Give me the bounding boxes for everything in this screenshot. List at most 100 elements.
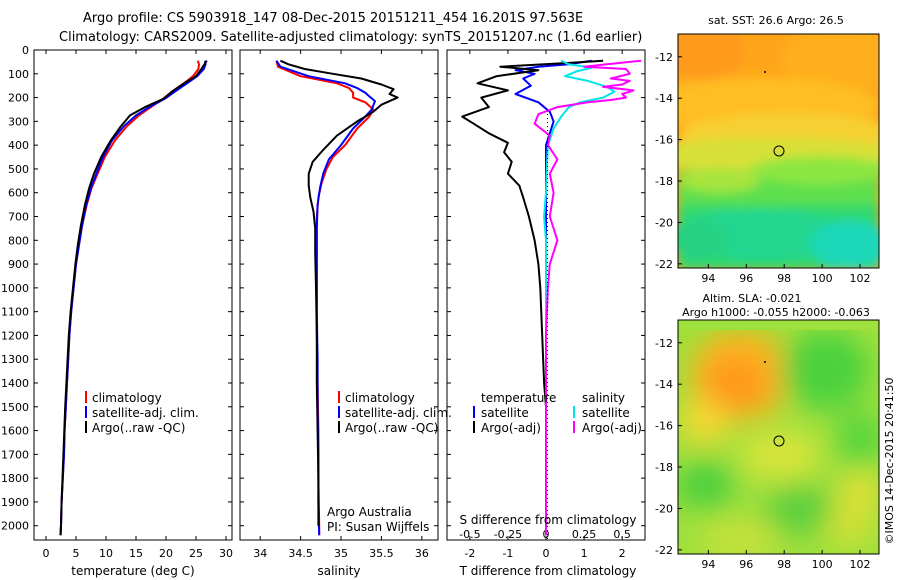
depth-tick-label: 1200 — [1, 329, 29, 342]
depth-tick-label: 1400 — [1, 377, 29, 390]
legend-swatch-s-satellite — [573, 406, 575, 418]
legend-swatch-argo — [85, 421, 87, 433]
s-difference-xlabel: S difference from climatology — [460, 513, 637, 527]
salinity-series — [275, 59, 399, 536]
salinity-xlabel: salinity — [317, 564, 360, 578]
salinity-legend: climatology satellite-adj. clim. Argo(..… — [338, 391, 452, 435]
x-tick-label: 36 — [415, 547, 429, 560]
series-line-argo-raw-qc- — [59, 60, 208, 536]
map-y-tick-label: -20 — [655, 502, 673, 515]
map-y-tick-label: -12 — [655, 337, 673, 350]
map-y-tick-label: -22 — [655, 258, 673, 271]
series-line-temperature-satellite — [514, 59, 592, 536]
depth-tick-label: 1000 — [1, 282, 29, 295]
difference-series — [461, 59, 642, 536]
legend-argo: Argo(..raw -QC) — [92, 421, 185, 435]
depth-tick-label: 500 — [8, 163, 29, 176]
map-y-tick-label: -16 — [655, 420, 673, 433]
map-x-tick-label: 98 — [777, 558, 791, 571]
depth-tick-label: 800 — [8, 234, 29, 247]
legend-swatch-argo — [338, 421, 340, 433]
legend-argo: Argo(..raw -QC) — [345, 421, 438, 435]
series-line-temperature-argo-adj- — [461, 59, 604, 536]
map-x-tick-label: 94 — [701, 272, 715, 285]
depth-tick-label: 1100 — [1, 306, 29, 319]
sla-map-ticks: 94 96 98 100 102 -12 -14 -16 -18 -20 -22 — [655, 337, 871, 571]
s-tick-label: -0.25 — [494, 528, 522, 541]
annotation-argo-australia: Argo Australia — [327, 505, 412, 519]
temperature-series — [59, 60, 208, 536]
x-tick-label: 10 — [99, 547, 113, 560]
x-tick-label: -2 — [464, 547, 475, 560]
legend-swatch-s-argo — [573, 421, 575, 433]
depth-tick-label: 1600 — [1, 425, 29, 438]
legend-s-satellite: satellite — [582, 406, 630, 420]
series-line-climatology — [275, 60, 375, 536]
map-x-tick-label: 100 — [812, 272, 833, 285]
series-line-satellite-adj-clim- — [275, 60, 376, 536]
sst-float-track — [764, 71, 766, 73]
depth-tick-label: 100 — [8, 68, 29, 81]
series-line-salinity-satellite — [543, 59, 616, 536]
legend-s-argo: Argo(-adj) — [582, 421, 642, 435]
sla-map — [678, 320, 879, 554]
s-tick-label: 0.5 — [613, 528, 631, 541]
header-line2: Climatology: CARS2009. Satellite-adjuste… — [59, 30, 642, 45]
temperature-ticks: 0 5 10 15 20 25 30 — [43, 50, 233, 560]
salinity-panel — [239, 49, 439, 541]
depth-tick-label: 1500 — [1, 401, 29, 414]
legend-climatology: climatology — [92, 391, 162, 405]
sla-map-frame — [677, 319, 880, 555]
depth-tick-labels: 0 100 200 300 400 500 600 700 800 900 1000 1100 1200… — [1, 44, 645, 533]
depth-tick-label: 0 — [22, 44, 29, 57]
map-y-tick-label: -14 — [655, 92, 673, 105]
depth-tick-label: 600 — [8, 187, 29, 200]
difference-legend: temperature salinity satellite Argo(-adj… — [473, 391, 642, 435]
sla-map-subtitle: Argo h1000: -0.055 h2000: -0.063 — [682, 306, 870, 319]
x-tick-label: 34 — [253, 547, 267, 560]
legend-climatology: climatology — [345, 391, 415, 405]
depth-tick-label: 200 — [8, 92, 29, 105]
sst-argo-marker — [773, 145, 785, 157]
x-tick-label: 20 — [159, 547, 173, 560]
sla-argo-marker — [773, 435, 785, 447]
legend-t-satellite: satellite — [481, 406, 529, 420]
x-tick-label: 25 — [189, 547, 203, 560]
salinity-ticks: 34 34.5 35 35.5 36 — [253, 50, 429, 560]
x-tick-label: -1 — [502, 547, 513, 560]
sst-map-frame — [677, 33, 880, 269]
legend-swatch-climatology — [85, 391, 87, 403]
legend-header-salinity: salinity — [582, 391, 625, 405]
temperature-xlabel: temperature (deg C) — [71, 564, 194, 578]
map-x-tick-label: 96 — [739, 558, 753, 571]
depth-tick-label: 400 — [8, 139, 29, 152]
map-x-tick-label: 102 — [850, 558, 871, 571]
s-tick-label: -0.5 — [459, 528, 480, 541]
depth-tick-label: 700 — [8, 211, 29, 224]
depth-tick-label: 1700 — [1, 448, 29, 461]
annotation-pi: PI: Susan Wijffels — [327, 520, 429, 534]
series-line-satellite-adj-clim- — [59, 60, 207, 536]
legend-satellite: satellite-adj. clim. — [345, 406, 452, 420]
s-tick-label: 0.25 — [572, 528, 597, 541]
depth-tick-label: 300 — [8, 115, 29, 128]
x-tick-label: 30 — [219, 547, 233, 560]
map-x-tick-label: 100 — [812, 558, 833, 571]
x-tick-label: 34.5 — [288, 547, 313, 560]
t-difference-xlabel: T difference from climatology — [459, 564, 637, 578]
temperature-legend: climatology satellite-adj. clim. Argo(..… — [85, 391, 199, 435]
depth-tick-label: 900 — [8, 258, 29, 271]
depth-tick-label: 1800 — [1, 472, 29, 485]
x-tick-label: 15 — [129, 547, 143, 560]
legend-swatch-satellite — [85, 406, 87, 418]
map-x-tick-label: 94 — [701, 558, 715, 571]
legend-satellite: satellite-adj. clim. — [92, 406, 199, 420]
sst-map-title: sat. SST: 26.6 Argo: 26.5 — [708, 14, 844, 27]
legend-swatch-satellite — [338, 406, 340, 418]
map-y-tick-label: -20 — [655, 216, 673, 229]
x-tick-label: 5 — [73, 547, 80, 560]
map-y-tick-label: -16 — [655, 134, 673, 147]
legend-t-argo: Argo(-adj) — [481, 421, 541, 435]
map-y-tick-label: -18 — [655, 461, 673, 474]
